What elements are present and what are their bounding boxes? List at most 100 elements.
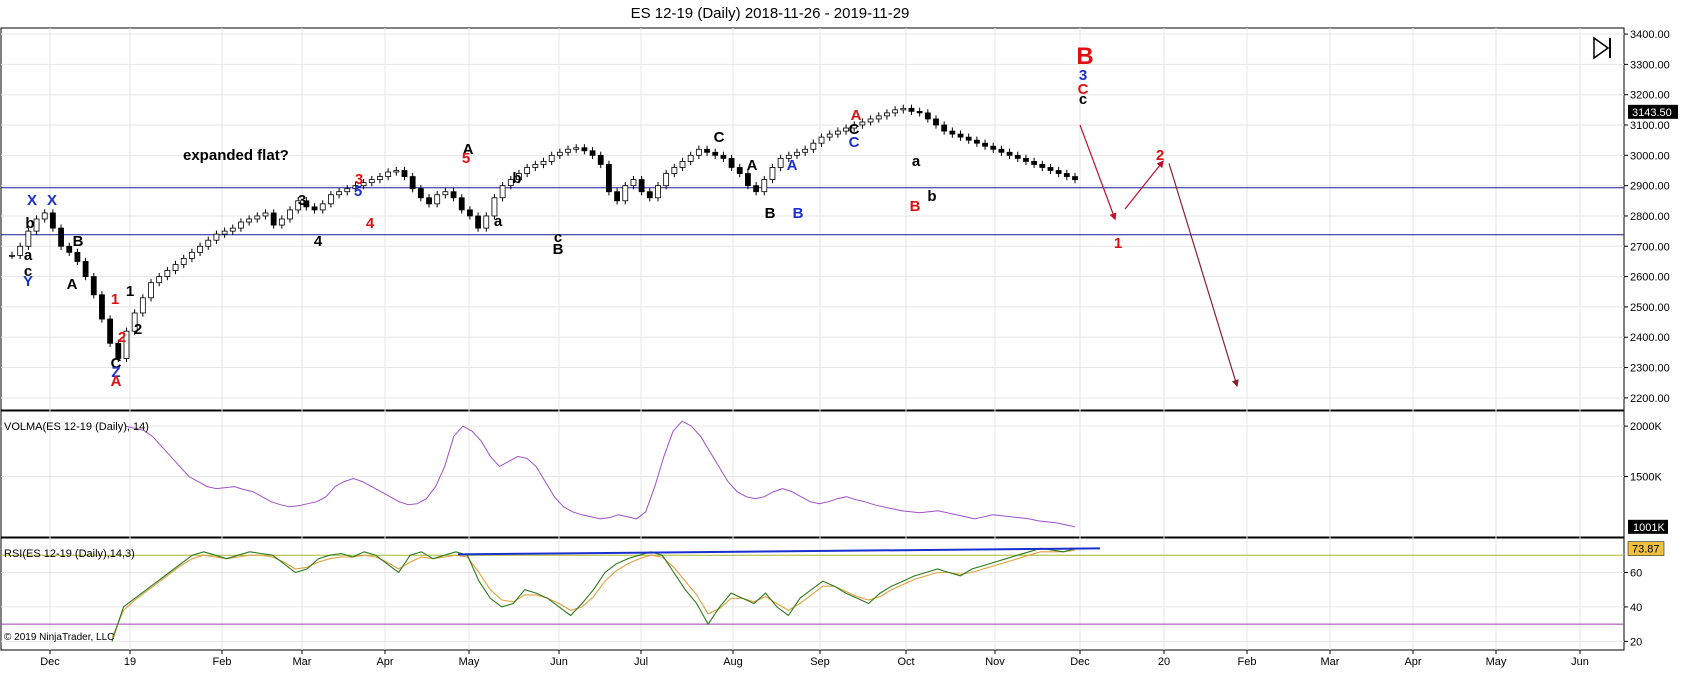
volma-last-label: 1001K (1633, 522, 1665, 534)
wave-label: b (512, 170, 521, 187)
candle-body (417, 188, 424, 199)
candle-body (82, 261, 89, 278)
candle-body (998, 148, 1005, 153)
wave-label: 3 (1079, 67, 1087, 84)
candle-body (720, 154, 727, 159)
candle-body (385, 171, 392, 177)
candle-body (581, 147, 588, 152)
wave-label: 5 (462, 150, 470, 167)
x-tick-label: 20 (1158, 656, 1170, 668)
candle-body (957, 133, 964, 138)
wave-label: Z (111, 364, 120, 381)
candle-body (573, 147, 580, 150)
y-tick-label: 3300.00 (1630, 59, 1670, 71)
wave-label: A (747, 157, 758, 174)
candle-body (148, 282, 154, 299)
candle-body (303, 200, 310, 208)
y-tick-label: 3400.00 (1630, 29, 1670, 41)
x-tick-label: Dec (1070, 656, 1090, 668)
candle-body (589, 150, 596, 156)
candle-body (287, 209, 293, 220)
candle-body (712, 151, 719, 156)
candle-body (360, 182, 367, 187)
wave-label: 1 (111, 291, 119, 308)
y-tick-label: 2700.00 (1630, 241, 1670, 253)
copyright: © 2019 NinjaTrader, LLC (4, 632, 114, 643)
candle-body (311, 206, 318, 211)
x-axis: Dec 19 Feb Mar Apr May Jun Jul Aug Sep Oct Nov Dec 20… (40, 650, 1589, 668)
candle-body (826, 133, 833, 138)
candle-body (532, 164, 539, 168)
wave-label: a (494, 213, 503, 230)
candle-body (131, 312, 138, 332)
volma-indicator: 2000K 1500K 1001K (124, 420, 1668, 534)
candle-body (916, 110, 923, 114)
skip-forward-icon[interactable] (1593, 36, 1611, 60)
x-tick-label: Jun (1571, 656, 1589, 668)
candle-body (409, 176, 416, 190)
candle-body (368, 179, 375, 184)
candle-body (556, 151, 563, 156)
candle-body (434, 194, 441, 205)
candle-body (794, 151, 800, 156)
candle-body (859, 121, 866, 126)
volma-label: VOLMA(ES 12-19 (Daily), 14) (4, 421, 149, 433)
candle-body (867, 118, 874, 123)
candle-body (622, 185, 629, 202)
forecast-arrow-down-1 (1079, 124, 1117, 221)
candle-body (638, 179, 645, 193)
candle-body (965, 136, 972, 141)
y-tick-label: 2600.00 (1630, 272, 1670, 284)
candle-body (728, 157, 735, 168)
candle-body (9, 254, 15, 257)
annotation-expanded-flat: expanded flat? (183, 147, 289, 164)
x-tick-label: Mar (1321, 656, 1340, 668)
candle-body (17, 245, 24, 256)
wave-label: 1 (126, 283, 134, 300)
candle-body (99, 294, 105, 320)
wave-label: B (73, 233, 84, 250)
x-tick-label: Apr (1404, 656, 1421, 668)
y-tick-label: 2400.00 (1630, 332, 1670, 344)
x-tick-label: May (1486, 656, 1507, 668)
candle-body (1063, 173, 1070, 177)
wave-label: A (111, 373, 122, 390)
candle-body (834, 130, 841, 135)
wave-label: 1 (1114, 235, 1122, 252)
candle-body (221, 230, 228, 235)
candle-body (58, 227, 64, 247)
x-tick-label: Apr (376, 656, 393, 668)
wave-label: B (793, 205, 804, 222)
candle-body (123, 330, 130, 359)
rsi-label: RSI(ES 12-19 (Daily),14,3) (4, 548, 135, 560)
x-tick-label: Feb (1238, 656, 1257, 668)
rsi-line (111, 547, 1076, 642)
candle-body (646, 191, 653, 199)
wave-label: B (553, 241, 564, 258)
candle-body (802, 148, 809, 153)
candle-body (606, 164, 612, 193)
candle-body (270, 212, 277, 226)
candle-body (761, 179, 768, 193)
grid (1, 28, 1624, 650)
candle-body (908, 107, 915, 112)
candle-body (450, 191, 457, 199)
wave-label: B (910, 198, 921, 215)
candle-body (900, 107, 907, 111)
y-tick-label: 2900.00 (1630, 181, 1670, 193)
rsi-tick-label: 20 (1630, 636, 1642, 648)
candle-body (679, 160, 686, 168)
candle-body (695, 148, 702, 156)
wave-label: C (849, 121, 860, 138)
candle-body (884, 112, 890, 117)
x-tick-label: Mar (293, 656, 312, 668)
candle-body (949, 130, 956, 135)
candle-body (213, 233, 220, 241)
candle-body (990, 145, 997, 150)
wave-label: X (27, 192, 37, 209)
candle-body (875, 115, 882, 120)
candle-body (941, 124, 948, 132)
volma-tick-label: 1500K (1630, 472, 1662, 484)
candle-body (753, 185, 759, 193)
